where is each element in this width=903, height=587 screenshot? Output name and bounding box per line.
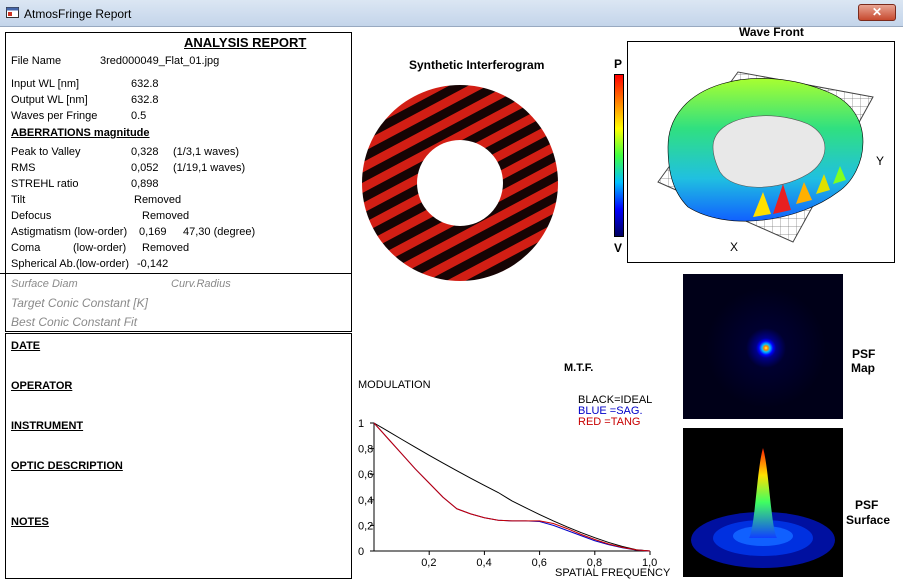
operator-label: OPERATOR xyxy=(11,380,73,392)
mtf-x-tick-label: 0,6 xyxy=(532,557,547,569)
date-label: DATE xyxy=(11,340,41,352)
window-title: AtmosFringe Report xyxy=(24,7,132,21)
mtf-y-tick-label: 0,8 xyxy=(358,444,373,456)
input-wl-label: Input WL [nm] xyxy=(11,78,80,90)
mtf-y-tick-label: 0,6 xyxy=(358,469,373,481)
mtf-chart: M.T.F. MODULATION SPATIAL FREQUENCY 0 0,2… xyxy=(358,362,671,579)
mtf-ylabel: MODULATION xyxy=(358,379,431,391)
astigmatism-angle: 47,30 (degree) xyxy=(183,226,256,238)
colorbar xyxy=(614,74,624,237)
strehl-value: 0,898 xyxy=(131,178,159,190)
mtf-x-tick-label: 0,8 xyxy=(587,557,602,569)
coma-label: Coma xyxy=(11,242,41,254)
wavefront-surface xyxy=(657,71,874,243)
best-conic-label: Best Conic Constant Fit xyxy=(11,315,138,329)
instrument-label: INSTRUMENT xyxy=(11,420,84,432)
psf-surface xyxy=(683,428,843,577)
input-wl-value: 632.8 xyxy=(131,78,159,90)
target-conic-label: Target Conic Constant [K] xyxy=(11,296,148,310)
legend-ideal: BLACK=IDEAL xyxy=(578,394,652,406)
ptv-label: Peak to Valley xyxy=(11,146,81,158)
astigmatism-label: Astigmatism (low-order) xyxy=(11,226,128,238)
report-content: ANALYSIS REPORT File Name 3red000049_Fla… xyxy=(0,25,903,587)
surface-diam-label: Surface Diam xyxy=(11,278,78,290)
psf-map-label-2: Map xyxy=(851,361,875,375)
output-wl-value: 632.8 xyxy=(131,94,159,106)
report-divider xyxy=(0,273,352,274)
interferogram-title: Synthetic Interferogram xyxy=(409,58,545,72)
mtf-x-tick-label: 0,4 xyxy=(476,557,491,569)
mtf-y-tick-label: 0,2 xyxy=(358,520,373,532)
psf-map xyxy=(683,274,843,419)
report-heading: ANALYSIS REPORT xyxy=(184,35,307,50)
mtf-y-tick-label: 1 xyxy=(358,418,364,430)
close-icon: ✕ xyxy=(871,5,883,19)
optic-description-label: OPTIC DESCRIPTION xyxy=(11,460,123,472)
mtf-y-tick-label: 0 xyxy=(358,546,364,558)
colorbar-p-label: P xyxy=(614,57,623,71)
colorbar-v-label: V xyxy=(614,241,623,255)
mtf-title: M.T.F. xyxy=(564,362,593,374)
mtf-y-tick-label: 0,4 xyxy=(358,495,373,507)
defocus-value: Removed xyxy=(142,210,190,222)
defocus-label: Defocus xyxy=(11,210,52,222)
coma-value: Removed xyxy=(142,242,190,254)
wavefront-y-label: Y xyxy=(876,154,885,168)
tilt-value: Removed xyxy=(134,194,182,206)
mtf-x-tick-label: 0,2 xyxy=(421,557,436,569)
wavefront-title: Wave Front xyxy=(739,25,804,39)
mtf-series-sag xyxy=(373,422,651,552)
rms-label: RMS xyxy=(11,162,36,174)
file-name-label: File Name xyxy=(11,55,62,67)
tilt-label: Tilt xyxy=(11,194,26,206)
curv-radius-label: Curv.Radius xyxy=(171,278,231,290)
coma-order: (low-order) xyxy=(73,242,127,254)
mtf-series-ideal xyxy=(373,422,651,552)
ptv-value: 0,328 xyxy=(131,146,159,158)
mtf-series-tang xyxy=(373,422,651,552)
waves-per-fringe-value: 0.5 xyxy=(131,110,147,122)
spherical-label: Spherical Ab.(low-order) xyxy=(11,258,129,270)
mtf-xlabel: SPATIAL FREQUENCY xyxy=(555,567,671,579)
wavefront-plot: X Y xyxy=(627,41,895,263)
psf-surface-label-2: Surface xyxy=(846,513,891,527)
analysis-report-panel: ANALYSIS REPORT File Name 3red000049_Fla… xyxy=(0,32,352,332)
waves-per-fringe-label: Waves per Fringe xyxy=(11,110,98,122)
aberrations-heading: ABERRATIONS magnitude xyxy=(11,127,150,139)
window-titlebar[interactable]: AtmosFringe Report ✕ xyxy=(0,0,903,27)
notes-label: NOTES xyxy=(11,516,49,528)
file-name-value: 3red000049_Flat_01.jpg xyxy=(100,55,220,67)
spherical-value: -0,142 xyxy=(137,258,169,270)
ptv-waves: (1/3,1 waves) xyxy=(173,146,240,158)
synthetic-interferogram xyxy=(360,83,560,283)
legend-sag: BLUE =SAG. xyxy=(578,405,643,417)
close-button[interactable]: ✕ xyxy=(858,4,896,21)
notes-panel: DATE OPERATOR INSTRUMENT OPTIC DESCRIPTI… xyxy=(5,333,352,579)
psf-surface-label-1: PSF xyxy=(855,498,879,512)
output-wl-label: Output WL [nm] xyxy=(11,94,88,106)
app-window-icon xyxy=(6,7,19,18)
astigmatism-value: 0,169 xyxy=(139,226,167,238)
rms-value: 0,052 xyxy=(131,162,159,174)
rms-waves: (1/19,1 waves) xyxy=(173,162,246,174)
strehl-label: STREHL ratio xyxy=(11,178,79,190)
legend-tang: RED =TANG xyxy=(578,416,640,428)
psf-map-label-1: PSF xyxy=(852,347,876,361)
wavefront-x-label: X xyxy=(730,240,739,254)
mtf-x-tick-label: 1,0 xyxy=(642,557,657,569)
